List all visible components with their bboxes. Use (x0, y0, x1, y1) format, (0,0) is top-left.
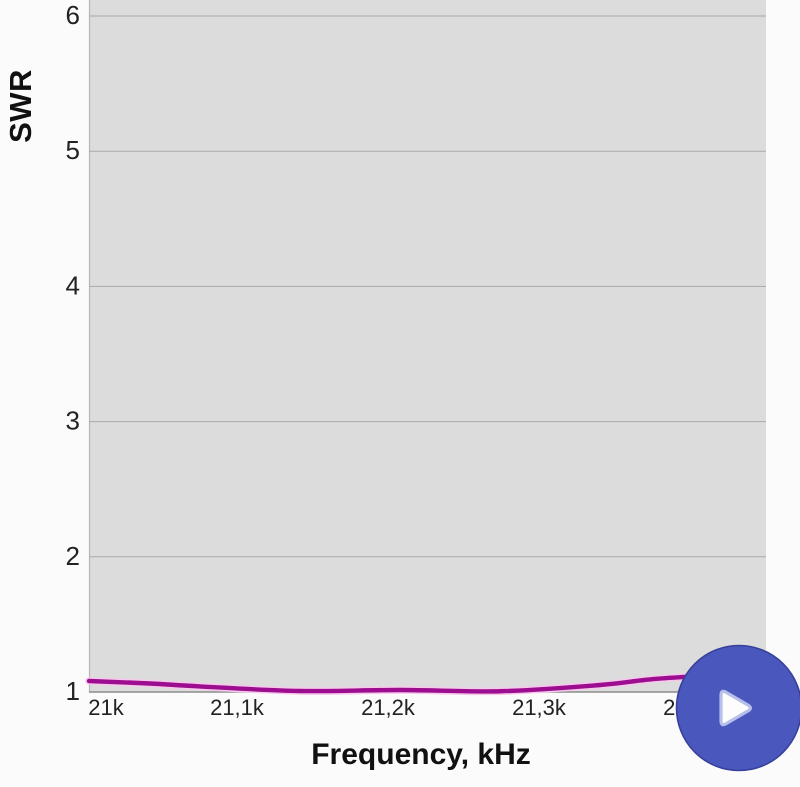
svg-text:21,2k: 21,2k (361, 695, 416, 720)
svg-text:Frequency, kHz: Frequency, kHz (311, 738, 531, 771)
svg-text:21k: 21k (88, 695, 124, 720)
svg-text:2: 2 (66, 541, 80, 571)
svg-text:5: 5 (66, 135, 80, 165)
svg-text:1: 1 (66, 676, 80, 706)
svg-text:6: 6 (66, 0, 80, 30)
svg-text:SWR: SWR (3, 69, 38, 143)
svg-text:21,3k: 21,3k (512, 695, 567, 720)
svg-text:4: 4 (66, 270, 80, 300)
svg-text:21,1k: 21,1k (210, 695, 265, 720)
svg-text:3: 3 (66, 406, 80, 436)
